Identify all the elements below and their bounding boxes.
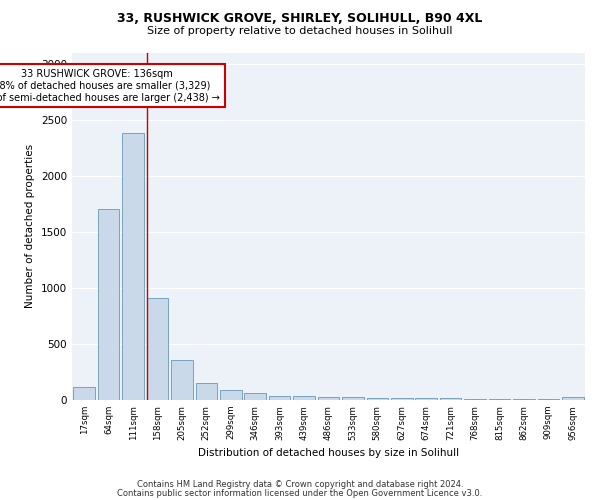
Bar (122, 133, 144, 400)
Bar (391, 398, 413, 400)
Bar (513, 399, 535, 400)
Text: 33 RUSHWICK GROVE: 136sqm
← 58% of detached houses are smaller (3,329)
42% of se: 33 RUSHWICK GROVE: 136sqm ← 58% of detac… (0, 70, 220, 102)
Bar (562, 396, 584, 400)
Bar (269, 396, 290, 400)
Bar (196, 383, 217, 400)
Text: Contains HM Land Registry data © Crown copyright and database right 2024.: Contains HM Land Registry data © Crown c… (137, 480, 463, 489)
Bar (220, 390, 242, 400)
Bar (440, 398, 461, 400)
Bar (171, 360, 193, 400)
X-axis label: Distribution of detached houses by size in Solihull: Distribution of detached houses by size … (198, 448, 459, 458)
Bar (342, 397, 364, 400)
Bar (73, 386, 95, 400)
Bar (147, 298, 168, 400)
Bar (489, 399, 510, 400)
Bar (98, 210, 119, 400)
Bar (293, 396, 315, 400)
Y-axis label: Number of detached properties: Number of detached properties (25, 144, 35, 308)
Bar (244, 392, 266, 400)
Bar (415, 398, 437, 400)
Text: Contains public sector information licensed under the Open Government Licence v3: Contains public sector information licen… (118, 489, 482, 498)
Text: 33, RUSHWICK GROVE, SHIRLEY, SOLIHULL, B90 4XL: 33, RUSHWICK GROVE, SHIRLEY, SOLIHULL, B… (118, 12, 482, 26)
Bar (464, 398, 486, 400)
Bar (318, 396, 339, 400)
Bar (367, 398, 388, 400)
Text: Size of property relative to detached houses in Solihull: Size of property relative to detached ho… (147, 26, 453, 36)
